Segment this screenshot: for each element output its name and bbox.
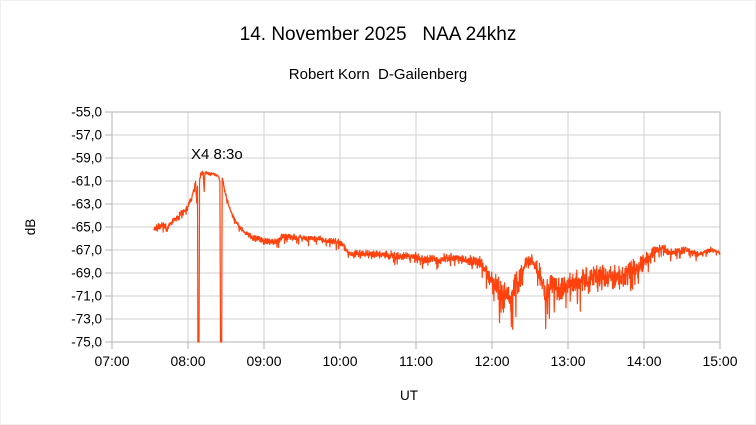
y-tick-label: -61,0 [71, 174, 102, 189]
y-tick-label: -69,0 [71, 266, 102, 281]
y-tick-label: -55,0 [71, 105, 102, 120]
x-tick-label: 13:00 [550, 353, 585, 369]
y-axis-title: dB [23, 219, 38, 236]
flare-annotation: X4 8:3o [191, 146, 243, 163]
x-tick-label: 15:00 [702, 353, 737, 369]
y-tick-label: -71,0 [71, 289, 102, 304]
x-axis-title: UT [400, 388, 418, 403]
y-tick-label: -63,0 [71, 197, 102, 212]
x-tick-label: 10:00 [322, 353, 357, 369]
x-tick-label: 14:00 [626, 353, 661, 369]
y-tick-label: -75,0 [71, 335, 102, 350]
y-tick-label: -59,0 [71, 151, 102, 166]
y-tick-label: -67,0 [71, 243, 102, 258]
y-tick-label: -57,0 [71, 128, 102, 143]
x-tick-label: 09:00 [246, 353, 281, 369]
y-tick-label: -73,0 [71, 312, 102, 327]
chart-subtitle: Robert Korn D-Gailenberg [288, 66, 468, 83]
x-tick-label: 11:00 [399, 353, 433, 369]
y-tick-label: -65,0 [71, 220, 102, 235]
signal-trace [153, 170, 721, 343]
chart-title: 14. November 2025 NAA 24khz [239, 24, 517, 45]
x-tick-label: 12:00 [474, 353, 509, 369]
x-tick-label: 08:00 [170, 353, 205, 369]
x-tick-label: 07:00 [94, 353, 129, 369]
